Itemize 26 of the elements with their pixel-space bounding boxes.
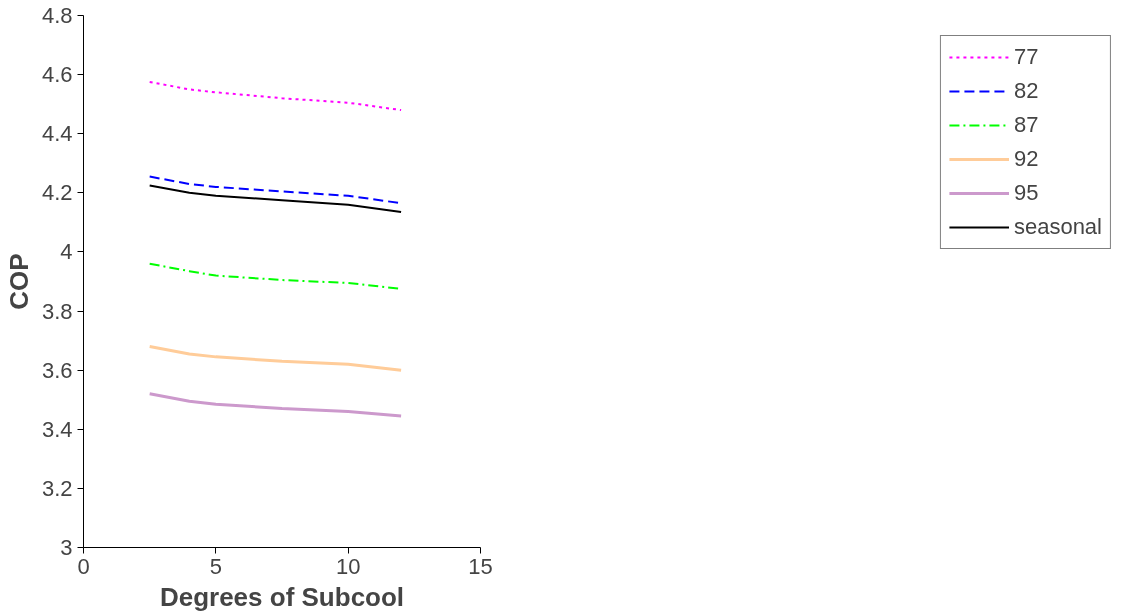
x-tick-label: 10 [335, 553, 361, 579]
legend-label: 95 [1013, 180, 1039, 206]
line-series [148, 392, 403, 418]
x-tick-label: 5 [209, 553, 222, 579]
y-tick-label: 4.2 [41, 180, 73, 206]
y-tick-label: 4.6 [41, 62, 73, 88]
y-tick-label: 3 [60, 535, 73, 560]
x-axis-title: Degrees of Subcool [159, 581, 405, 612]
y-tick-label: 3.2 [41, 475, 73, 501]
x-tick-label: 15 [468, 553, 493, 579]
legend-label: seasonal [1013, 214, 1102, 240]
y-tick-label: 3.4 [41, 416, 73, 442]
line-series [148, 184, 403, 214]
line-series [148, 345, 403, 372]
legend-label: 82 [1013, 78, 1039, 104]
y-tick-label: 4.4 [41, 121, 73, 147]
y-tick-label: 4.8 [41, 3, 73, 28]
y-axis-title: COP [3, 253, 34, 310]
legend-label: 92 [1013, 146, 1039, 172]
y-tick-label: 3.6 [41, 357, 73, 383]
line-series [148, 81, 403, 112]
legend-label: 77 [1013, 44, 1039, 70]
legend-label: 87 [1013, 112, 1039, 138]
x-tick-label: 0 [77, 553, 90, 579]
y-tick-label: 4 [60, 239, 73, 265]
y-tick-label: 3.8 [41, 298, 73, 324]
